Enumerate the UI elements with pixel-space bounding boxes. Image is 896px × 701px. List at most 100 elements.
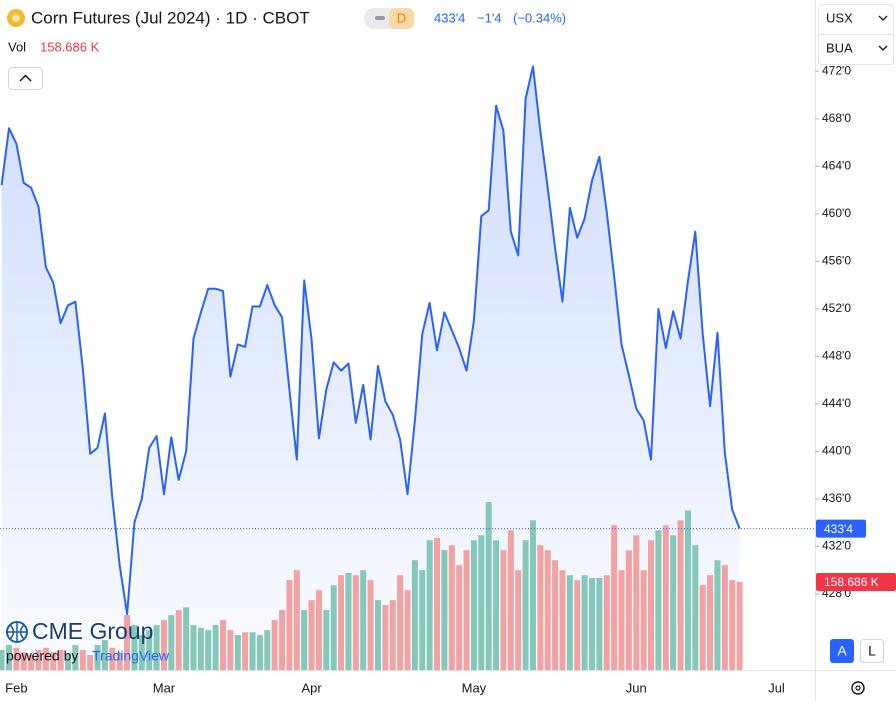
volume-bar (470, 540, 477, 670)
volume-bar (279, 610, 286, 670)
volume-bar (618, 570, 625, 670)
volume-bar (662, 525, 669, 670)
currency-select[interactable]: USX (826, 10, 853, 25)
volume-bar (566, 575, 573, 670)
auto-scale-button[interactable] (830, 639, 854, 663)
volume-bar (234, 635, 241, 670)
badge-bg (389, 8, 414, 29)
volume-bar (537, 545, 544, 670)
volume-bar (500, 550, 507, 670)
collapse-icon (19, 74, 32, 82)
volume-bar (485, 501, 492, 670)
volume-bar (360, 570, 367, 670)
y-tick-label: 448'0 (822, 349, 851, 363)
symbol-title: Corn Futures (Jul 2024) · 1D · CBOT (31, 8, 310, 27)
volume-bar (596, 577, 603, 670)
volume-bar (131, 625, 138, 670)
volume-bar (212, 625, 219, 670)
volume-bar (50, 652, 57, 670)
volume-bar (65, 653, 72, 670)
y-tick-label: 468'0 (822, 111, 851, 125)
volume-bar (581, 575, 588, 670)
platform-name: TradingView (92, 648, 170, 664)
unit-select[interactable]: BUA (826, 40, 853, 55)
volume-bar (404, 590, 411, 670)
volume-bar (79, 650, 86, 670)
y-tick-label: 472'0 (822, 63, 851, 77)
volume-bar (183, 607, 190, 670)
y-tick-label: 432'0 (822, 539, 851, 553)
volume-bar (338, 575, 345, 670)
volume-bar (478, 535, 485, 670)
volume-bar (57, 650, 64, 670)
volume-bar (271, 620, 278, 670)
volume-bar (721, 565, 728, 670)
volume-bar (448, 545, 455, 670)
volume-bar (648, 540, 655, 670)
volume-bar (352, 575, 359, 670)
volume-bar (116, 652, 123, 670)
last-price: 433'4 (434, 10, 465, 25)
x-tick-label: Jun (626, 680, 647, 695)
log-scale-button[interactable] (860, 639, 884, 663)
volume-bar (87, 655, 94, 670)
dropdown-icon (878, 45, 888, 51)
log-scale-label: L (868, 643, 876, 659)
volume-bar (389, 600, 396, 670)
last-price-label: 433'4 (824, 522, 853, 536)
volume-bar (227, 630, 234, 670)
y-tick-label: 464'0 (822, 158, 851, 172)
y-tick-label: 440'0 (822, 444, 851, 458)
interval-badge: D (397, 10, 406, 25)
volume-bar (205, 630, 212, 670)
volume-bar (323, 610, 330, 670)
x-tick-label: Feb (5, 680, 27, 695)
price-change-pct: (−0.34%) (513, 10, 566, 25)
volume-bar (168, 615, 175, 670)
volume-bar (35, 650, 42, 670)
volume-bar (160, 620, 167, 670)
y-tick-label: 456'0 (822, 254, 851, 268)
volume-bar (175, 610, 182, 670)
volume-bar (441, 550, 448, 670)
cme-globe-lines (7, 622, 27, 642)
volume-bar (699, 585, 706, 670)
volume-bar (72, 645, 79, 670)
volume-bar (736, 581, 743, 670)
volume-bar (330, 585, 337, 670)
volume-bar (544, 550, 551, 670)
volume-bar (153, 625, 160, 670)
volume-bar (146, 630, 153, 670)
price-line (0, 65, 741, 616)
volume-bar (345, 572, 352, 670)
volume-bar (640, 570, 647, 670)
volume-bar (374, 600, 381, 670)
collapse-button[interactable] (8, 67, 43, 90)
volume-bar (256, 635, 263, 670)
powered-by: powered by (6, 648, 78, 664)
volume-bar (138, 635, 145, 670)
volume-bar (367, 580, 374, 670)
volume-bar (411, 560, 418, 670)
volume-bar (529, 520, 536, 670)
volume-bar (515, 570, 522, 670)
volume-bar (397, 575, 404, 670)
dropdown-icon (878, 15, 888, 21)
y-tick-label: 436'0 (822, 491, 851, 505)
volume-bar (286, 580, 293, 670)
settings-icon[interactable] (851, 681, 865, 695)
volume-bar (426, 540, 433, 670)
volume-bar (522, 540, 529, 670)
volume-bar (611, 525, 618, 670)
volume-bar (707, 575, 714, 670)
volume-bar (264, 630, 271, 670)
volume-bar (714, 560, 721, 670)
volume-bar (677, 520, 684, 670)
volume-bar (197, 627, 204, 670)
volume-bar (308, 600, 315, 670)
volume-bar (5, 645, 12, 670)
volume-bar (456, 565, 463, 670)
volume-bar (603, 575, 610, 670)
volume-label: Vol (8, 39, 26, 54)
